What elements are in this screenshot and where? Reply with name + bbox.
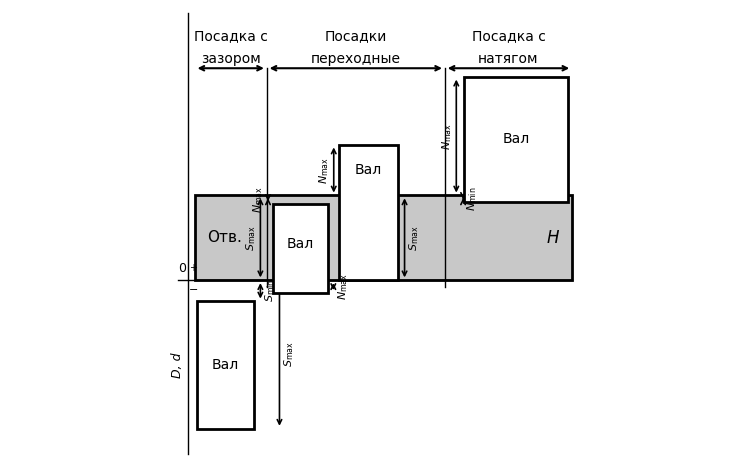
Text: D, d: D, d	[171, 352, 184, 378]
Bar	[197, 301, 254, 429]
Bar	[464, 77, 568, 202]
Text: $S_\mathrm{max}$: $S_\mathrm{max}$	[282, 342, 296, 367]
Text: −: −	[189, 285, 198, 295]
Text: $N_\mathrm{min}$: $N_\mathrm{min}$	[466, 187, 480, 211]
Text: натягом: натягом	[478, 52, 538, 66]
Text: Отв.: Отв.	[207, 231, 242, 245]
Text: $N_\mathrm{max}$: $N_\mathrm{max}$	[336, 273, 350, 300]
Text: +: +	[189, 263, 197, 273]
Text: Посадка с: Посадка с	[471, 29, 545, 43]
Text: H: H	[547, 229, 559, 247]
Text: $N_\mathrm{max}$: $N_\mathrm{max}$	[252, 186, 265, 213]
Text: $S_\mathrm{max}$: $S_\mathrm{max}$	[407, 225, 421, 251]
Text: $S_\mathrm{max}$: $S_\mathrm{max}$	[244, 225, 258, 251]
Text: переходные: переходные	[311, 52, 401, 66]
Text: $S_\mathrm{min}$: $S_\mathrm{min}$	[263, 279, 277, 302]
Text: Вал: Вал	[355, 163, 382, 177]
Text: 0: 0	[178, 262, 186, 275]
Text: зазором: зазором	[201, 52, 261, 66]
Text: $N_\mathrm{max}$: $N_\mathrm{max}$	[317, 156, 331, 183]
Text: Посадка с: Посадка с	[194, 29, 268, 43]
Bar	[339, 144, 398, 280]
Text: $N_\mathrm{max}$: $N_\mathrm{max}$	[440, 123, 454, 150]
Text: Вал: Вал	[287, 237, 314, 251]
Bar	[195, 195, 572, 280]
Text: Посадки: Посадки	[325, 29, 387, 43]
Bar	[273, 204, 328, 293]
Text: Вал: Вал	[502, 132, 529, 146]
Text: Вал: Вал	[212, 358, 239, 372]
